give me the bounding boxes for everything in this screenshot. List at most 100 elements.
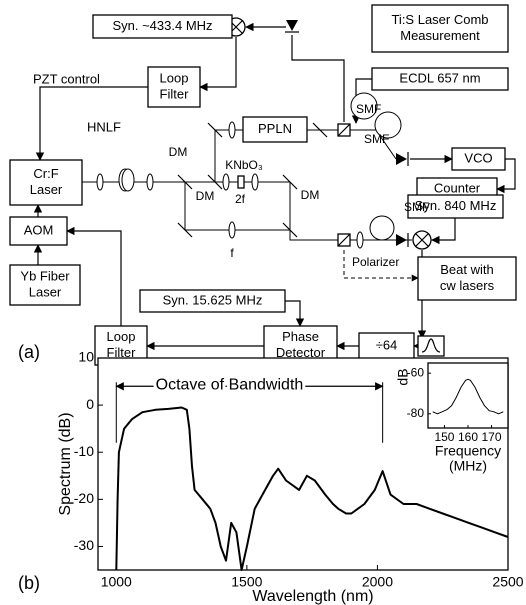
y-tick-label: -80 (407, 406, 425, 420)
x-tick-label: 1000 (101, 574, 132, 590)
device-label: VCO (464, 150, 492, 165)
connector (496, 158, 516, 194)
mirror (177, 122, 328, 238)
lens (251, 173, 259, 191)
device-box (92, 14, 233, 39)
connector (199, 37, 237, 92)
y-tick-label: -60 (407, 365, 425, 379)
device-label: Yb Fiber (20, 268, 70, 283)
y-tick-label: -20 (74, 490, 94, 506)
diagram-label: SMF (364, 132, 389, 146)
x-tick-label: 1500 (231, 574, 262, 590)
diagram-label: DM (301, 188, 320, 202)
diagram-label: DM (196, 189, 215, 203)
lens (146, 173, 154, 191)
diagram-label: Polarizer (352, 255, 399, 269)
annotation-text: Octave of Bandwidth (156, 376, 304, 393)
device-box (407, 194, 504, 219)
device-box (451, 147, 506, 171)
beam (82, 181, 412, 241)
connector (285, 300, 305, 327)
device-box (9, 216, 68, 246)
diagram-label: (b) (18, 573, 40, 593)
connector (291, 35, 345, 122)
spectrum-line (115, 406, 509, 571)
device-label: Filter (160, 86, 190, 101)
device-label: Counter (434, 180, 481, 195)
diagram-label: 2f (235, 192, 246, 206)
x-tick-label: 170 (482, 430, 502, 444)
device-label: Syn. 15.625 MHz (163, 292, 263, 307)
y-tick-label: -30 (74, 537, 94, 553)
device-label: Detector (276, 345, 326, 360)
photodetector (396, 152, 409, 166)
device-box (9, 264, 81, 306)
diagram-label: SMF (404, 200, 429, 214)
device-box (417, 256, 517, 301)
connector (431, 218, 456, 245)
x-tick-label: 2500 (492, 574, 523, 590)
x-tick-label: 150 (434, 430, 454, 444)
connector (66, 226, 122, 326)
y-tick-label: 0 (86, 396, 94, 412)
y-axis-label: dB (395, 368, 411, 385)
device-box (371, 67, 509, 91)
connector (343, 250, 419, 282)
device-label: Beat with (440, 262, 493, 277)
y-tick-label: -10 (74, 443, 94, 459)
lens (228, 121, 236, 139)
x-axis-label: Wavelength (nm) (252, 588, 373, 605)
device-box (371, 4, 509, 53)
device-label: cw lasers (440, 278, 495, 293)
device-label: ECDL 657 nm (399, 70, 480, 85)
device-box (242, 116, 308, 143)
device-label: Syn. ~433.4 MHz (112, 18, 212, 33)
y-axis-label: Spectrum (dB) (57, 412, 74, 515)
device-label: ÷64 (376, 337, 398, 352)
spectrum-line (432, 378, 504, 415)
diagram-label: DM (169, 145, 188, 159)
device-box (147, 66, 201, 108)
x-tick-label: 2000 (362, 574, 393, 590)
lens (228, 221, 236, 239)
device-label: Measurement (400, 28, 480, 43)
y-tick-label: 10 (78, 349, 94, 365)
fiber-coil (121, 168, 135, 192)
fiber-coil (374, 111, 402, 139)
mixer (412, 230, 432, 250)
bandpass-filter (417, 335, 445, 357)
plot-frame (427, 362, 509, 429)
diagram-label: KNbO₃ (225, 158, 263, 172)
crystal (237, 175, 245, 189)
device-label: Loop (107, 329, 136, 344)
device-label: Laser (29, 284, 62, 299)
device-label: Filter (107, 345, 137, 360)
diagram-label: PZT control (33, 71, 100, 86)
diagram-label: (a) (18, 342, 40, 362)
device-box (358, 332, 415, 360)
device-box (9, 159, 83, 206)
device-label: Phase (282, 329, 319, 344)
diagram-label: HNLF (87, 119, 121, 134)
device-label: Cr:F (33, 166, 58, 181)
device-label: Ti:S Laser Comb (391, 12, 488, 27)
fiber-coil (350, 92, 378, 120)
device-label: Laser (30, 182, 63, 197)
polarizer (356, 231, 364, 249)
fiber-coil (369, 215, 395, 241)
x-axis-label: (MHz) (449, 458, 487, 474)
connector (35, 86, 148, 161)
diagram-label: f (230, 246, 234, 260)
x-tick-label: 160 (458, 430, 478, 444)
device-label: Syn. 840 MHz (415, 198, 497, 213)
device-label: Loop (160, 70, 189, 85)
device-label: AOM (24, 222, 54, 237)
device-label: PPLN (258, 121, 292, 136)
lens (96, 173, 104, 191)
diagram-label: SMF (356, 102, 381, 116)
device-box (139, 289, 286, 313)
photodetector (285, 20, 299, 33)
lens (222, 173, 230, 191)
x-axis-label: Frequency (435, 443, 501, 459)
